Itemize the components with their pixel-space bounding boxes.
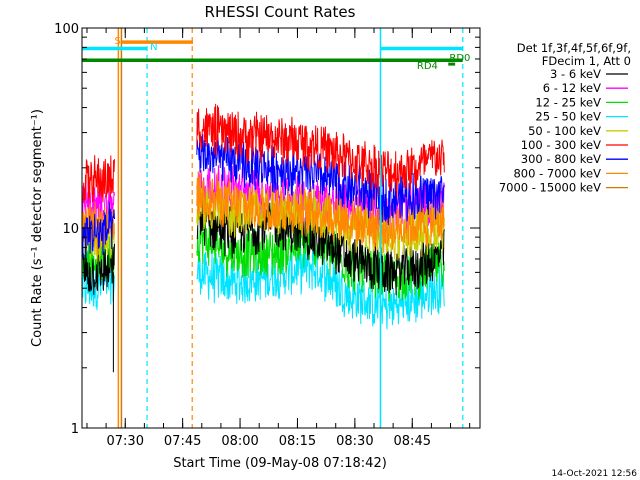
series-line-6-12keV-0 <box>82 181 115 231</box>
annotation-s: S <box>115 36 121 47</box>
legend-label: 12 - 25 keV <box>535 95 601 109</box>
legend-label: 6 - 12 keV <box>543 81 601 95</box>
legend-label: 800 - 7000 keV <box>513 166 601 180</box>
x-tick-label: 07:45 <box>164 434 201 449</box>
y-axis-label: Count Rate (s⁻¹ detector segment⁻¹) <box>30 109 45 347</box>
series-line-300-800keV-0 <box>82 202 115 259</box>
series-100-300keV <box>82 103 445 204</box>
legend-label: 50 - 100 keV <box>528 124 601 138</box>
y-axis: 1 10 100 <box>54 22 480 437</box>
annotation-rd0: RD0 <box>449 53 470 64</box>
legend-label: 300 - 800 keV <box>521 152 601 166</box>
series-line-25-50keV-0 <box>82 258 115 311</box>
series-line-12-25keV-0 <box>82 233 115 284</box>
series-line-800-7000keV-1 <box>196 171 445 254</box>
chart-title: RHESSI Count Rates <box>205 3 356 21</box>
series-12-25keV <box>82 218 445 302</box>
series-line-12-25keV-1 <box>196 218 445 302</box>
y-tick-label: 10 <box>62 222 79 237</box>
legend-label: 3 - 6 keV <box>550 67 601 81</box>
series-line-100-300keV-1 <box>196 103 445 198</box>
x-axis: 07:30 07:45 08:00 08:15 08:30 08:45 <box>86 28 471 449</box>
legend-header-line-1: Det 1f,3f,4f,5f,6f,9f, <box>517 41 631 55</box>
legend-label: 100 - 300 keV <box>521 138 601 152</box>
series-line-3-6keV-0 <box>82 243 115 295</box>
x-tick-label: 07:30 <box>107 434 144 449</box>
x-axis-label: Start Time (09-May-08 07:18:42) <box>173 456 387 471</box>
series-line-100-300keV-0 <box>82 155 115 204</box>
legend-label: 7000 - 15000 keV <box>499 181 601 195</box>
annotation-n: N <box>150 42 157 53</box>
y-tick-label: 100 <box>54 22 79 37</box>
x-tick-label: 08:30 <box>336 434 373 449</box>
y-tick-label: 1 <box>71 422 79 437</box>
x-tick-label: 08:00 <box>221 434 258 449</box>
x-tick-label: 08:45 <box>394 434 431 449</box>
annotation-rd4: RD4 <box>417 61 438 72</box>
plot-area: S N RD0 RD4 <box>81 27 481 429</box>
legend-header-line-2: FDecim 1, Att 0 <box>542 54 631 68</box>
legend-label: 25 - 50 keV <box>535 110 601 124</box>
footer-timestamp: 14-Oct-2021 12:56 <box>552 469 638 479</box>
x-tick-label: 08:15 <box>279 434 316 449</box>
